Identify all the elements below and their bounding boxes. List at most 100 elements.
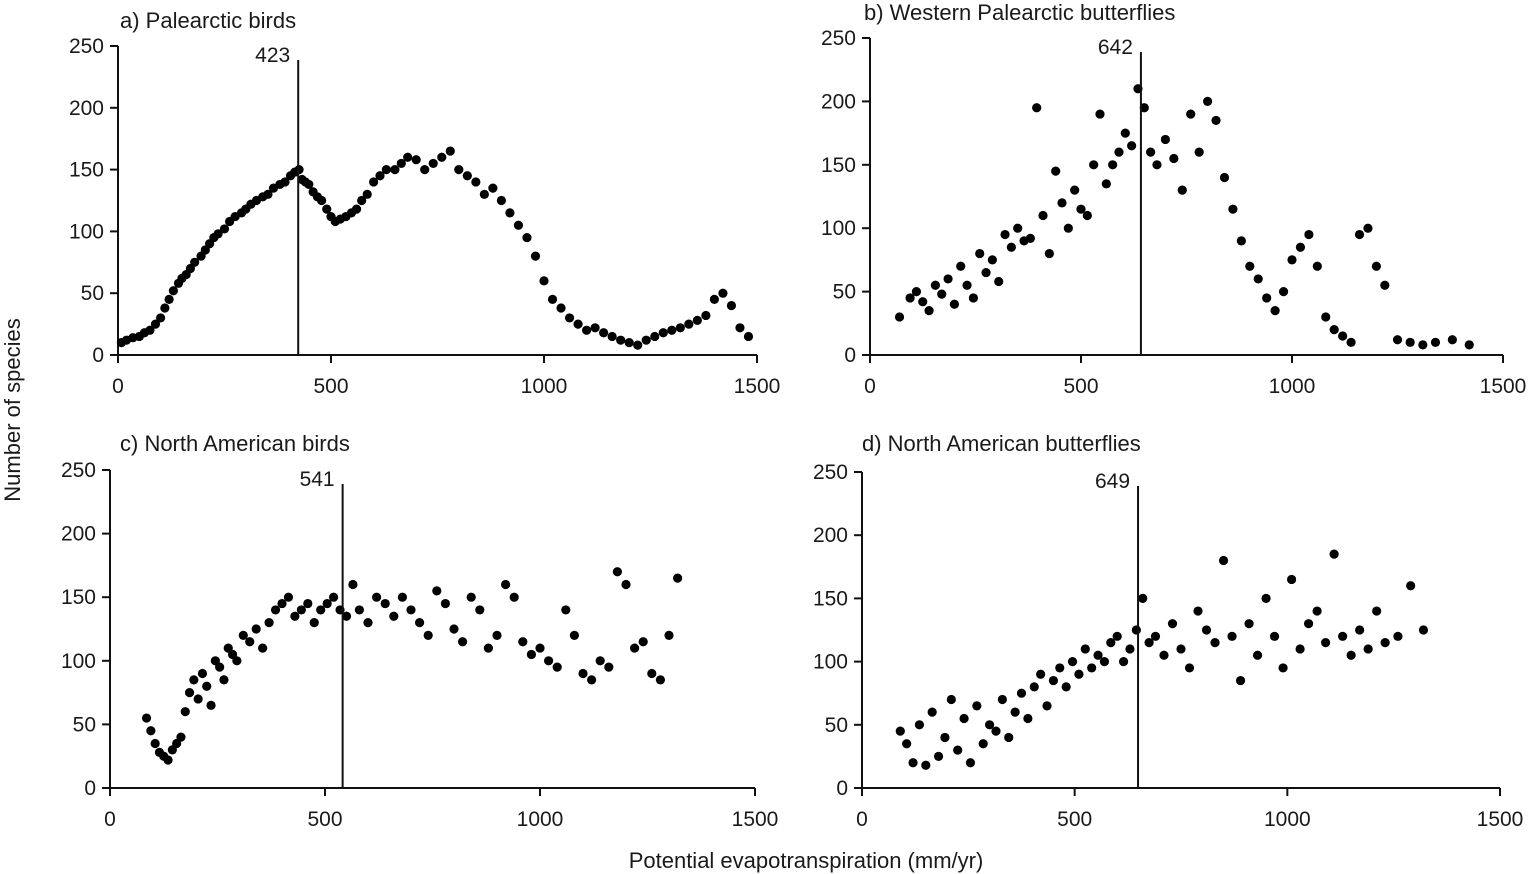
data-point xyxy=(1235,675,1246,686)
data-point xyxy=(1044,248,1054,259)
data-point xyxy=(304,179,314,190)
data-point xyxy=(437,152,447,162)
data-point xyxy=(578,668,588,679)
y-tick-label: 200 xyxy=(821,90,856,113)
data-point xyxy=(1355,625,1365,635)
data-point xyxy=(145,325,155,335)
data-point xyxy=(156,313,166,323)
data-point xyxy=(1418,340,1428,350)
data-point xyxy=(141,713,152,723)
data-point xyxy=(1160,134,1170,145)
data-point xyxy=(1032,103,1042,113)
y-tick-label: 250 xyxy=(69,35,104,58)
data-point xyxy=(1074,669,1084,679)
data-point xyxy=(994,276,1004,287)
data-point xyxy=(1029,682,1039,692)
data-point xyxy=(991,726,1001,736)
data-point xyxy=(462,171,472,181)
data-point xyxy=(1093,650,1103,660)
data-point xyxy=(599,328,609,338)
data-point xyxy=(479,189,489,199)
data-point xyxy=(607,331,617,342)
data-point xyxy=(411,155,421,165)
panel-title: c) North American birds xyxy=(120,431,350,456)
data-point xyxy=(985,720,995,730)
data-point xyxy=(1392,335,1403,345)
data-point xyxy=(1152,160,1162,170)
data-point xyxy=(471,177,481,187)
x-tick-label: 1500 xyxy=(1477,808,1524,831)
data-point xyxy=(232,656,242,666)
data-point xyxy=(1144,638,1154,648)
data-point xyxy=(590,323,600,333)
data-point xyxy=(937,289,947,299)
data-point xyxy=(664,630,674,640)
data-point xyxy=(245,637,255,647)
data-point xyxy=(496,195,506,206)
y-tick-label: 0 xyxy=(84,777,96,800)
data-point xyxy=(1236,236,1246,246)
x-tick-label: 500 xyxy=(307,808,342,831)
data-point xyxy=(1023,713,1033,724)
data-point xyxy=(997,694,1007,705)
data-point xyxy=(908,758,918,768)
reference-line-label: 423 xyxy=(255,44,290,67)
data-point xyxy=(475,605,485,615)
data-point xyxy=(544,656,554,666)
y-tick-label: 50 xyxy=(833,281,856,304)
data-point xyxy=(432,586,442,596)
data-point xyxy=(921,760,931,770)
data-point xyxy=(1278,287,1289,297)
data-point xyxy=(263,189,273,199)
data-point xyxy=(1063,223,1073,233)
data-point xyxy=(1338,631,1348,641)
data-point xyxy=(701,310,711,321)
data-point xyxy=(1464,340,1474,350)
data-point xyxy=(189,675,199,685)
data-point xyxy=(547,294,558,304)
data-point xyxy=(1177,185,1187,195)
x-tick-label: 1000 xyxy=(517,808,564,831)
y-tick-label: 200 xyxy=(813,524,848,547)
data-point xyxy=(251,624,261,634)
data-point xyxy=(1304,619,1314,629)
data-point xyxy=(1000,229,1010,240)
data-point xyxy=(483,643,493,653)
data-point xyxy=(316,605,326,615)
data-point xyxy=(1194,147,1204,157)
data-point xyxy=(277,598,287,609)
data-point xyxy=(526,649,537,660)
data-point xyxy=(1101,179,1111,189)
data-point xyxy=(1329,549,1339,559)
y-tick-label: 100 xyxy=(821,217,856,240)
data-point xyxy=(505,208,515,218)
data-point xyxy=(290,611,300,621)
shared-x-axis-label: Potential evapotranspiration (mm/yr) xyxy=(629,848,984,873)
data-point xyxy=(1447,335,1457,345)
data-point xyxy=(458,637,468,647)
data-point xyxy=(940,732,950,743)
data-point xyxy=(213,229,223,239)
data-point xyxy=(604,662,614,672)
data-point xyxy=(1169,153,1179,164)
y-tick-label: 0 xyxy=(92,344,104,367)
data-point xyxy=(933,751,944,762)
data-point xyxy=(264,618,274,628)
data-point xyxy=(1112,631,1122,641)
y-tick-label: 250 xyxy=(821,27,856,50)
data-point xyxy=(184,688,195,698)
data-point xyxy=(914,720,925,730)
x-tick-label: 500 xyxy=(313,375,348,398)
y-tick-label: 150 xyxy=(69,159,104,182)
data-point xyxy=(283,592,294,602)
y-tick-label: 100 xyxy=(61,650,96,673)
data-point xyxy=(972,701,982,711)
data-point xyxy=(270,605,281,615)
data-point xyxy=(667,325,677,335)
data-point xyxy=(946,694,956,705)
reference-line-label: 541 xyxy=(300,468,335,491)
data-point xyxy=(1004,732,1014,743)
reference-line-label: 649 xyxy=(1095,470,1130,493)
data-point xyxy=(556,303,566,313)
data-point xyxy=(1127,141,1137,151)
